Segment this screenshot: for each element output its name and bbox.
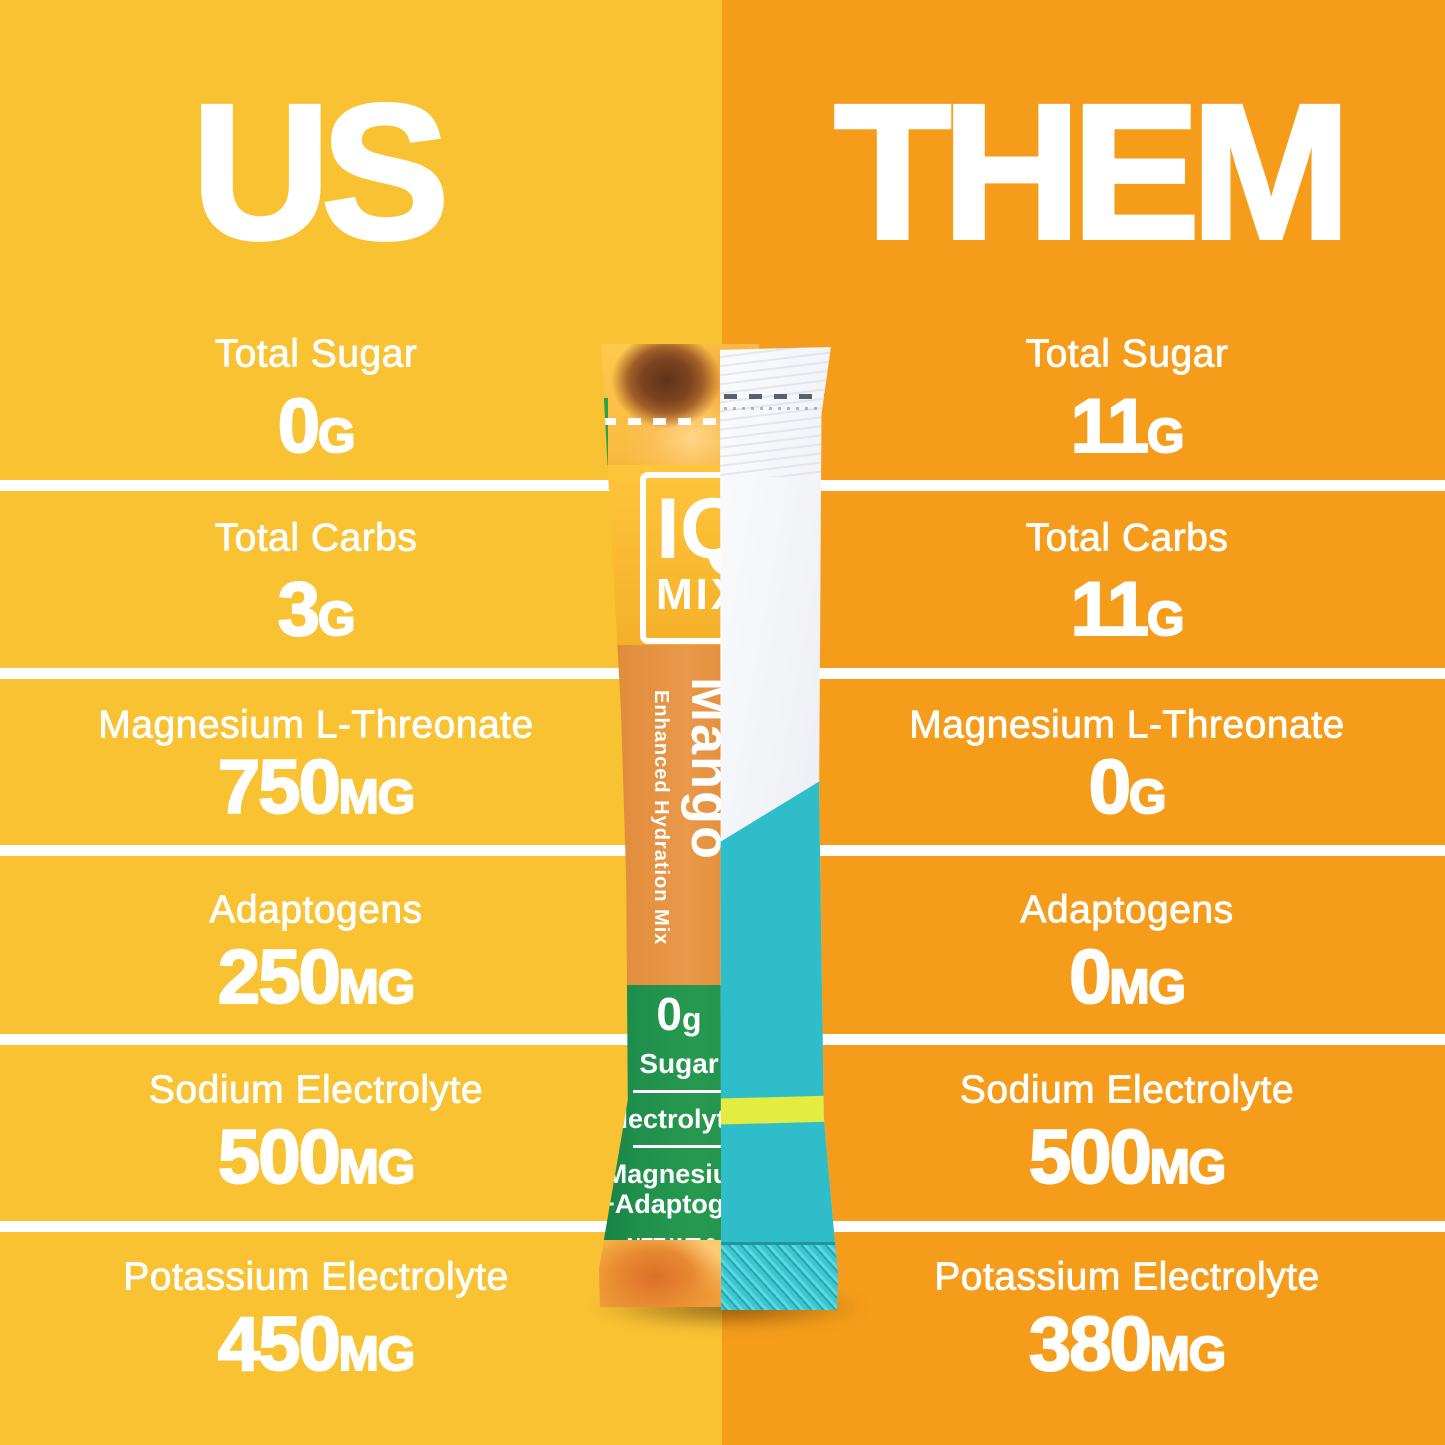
us-heading: US: [190, 64, 452, 279]
nutrient-value: 0MG: [1068, 935, 1187, 1020]
nutrient-value: 750MG: [217, 745, 416, 830]
nutrient-value: 11G: [1070, 567, 1186, 652]
us-background: [0, 0, 723, 1445]
pack-tagline: Enhanced Hydration Mix: [650, 690, 672, 946]
plain-white-pack: [720, 347, 838, 1310]
teal-pack-body: [720, 770, 838, 1310]
perforation-line: [723, 394, 830, 399]
claims-rule: [633, 1090, 725, 1093]
nutrient-label: Total Sugar: [1025, 332, 1229, 376]
tear-line: [603, 418, 755, 425]
nutrient-label: Total Carbs: [214, 516, 418, 560]
nutrient-label: Magnesium L-Threonate: [98, 703, 534, 747]
nutrient-value: 0G: [277, 384, 357, 469]
nutrient-value: 3G: [277, 567, 357, 652]
nutrient-value: 11G: [1070, 384, 1186, 469]
nutrient-value: 0G: [1088, 745, 1168, 830]
yellow-stripe: [720, 1095, 838, 1125]
them-heading: THEM: [832, 64, 1353, 279]
nutrient-label: Total Sugar: [214, 332, 418, 376]
nutrient-value: 250MG: [217, 935, 416, 1020]
nutrient-label: Sodium Electrolyte: [959, 1068, 1295, 1112]
nutrient-value: 500MG: [217, 1115, 416, 1200]
nutrient-label: Sodium Electrolyte: [148, 1068, 484, 1112]
claims-rule: [633, 1145, 725, 1148]
perforation-dots: [723, 407, 830, 410]
nutrient-label: Potassium Electrolyte: [934, 1255, 1320, 1299]
nutrient-label: Potassium Electrolyte: [123, 1255, 509, 1299]
nutrient-value: 450MG: [217, 1302, 416, 1387]
nutrient-label: Adaptogens: [209, 888, 423, 932]
nutrient-label: Magnesium L-Threonate: [909, 703, 1345, 747]
nutrient-value: 500MG: [1028, 1115, 1227, 1200]
nutrient-label: Total Carbs: [1025, 516, 1229, 560]
nutrient-label: Adaptogens: [1020, 888, 1234, 932]
crimped-seal: [720, 1242, 838, 1310]
them-background: [722, 0, 1445, 1445]
nutrient-value: 380MG: [1028, 1302, 1227, 1387]
crinkled-foil-texture: [720, 347, 838, 477]
sugar-word: Sugar: [639, 1048, 719, 1079]
sugar-claim: 0g: [656, 988, 702, 1040]
